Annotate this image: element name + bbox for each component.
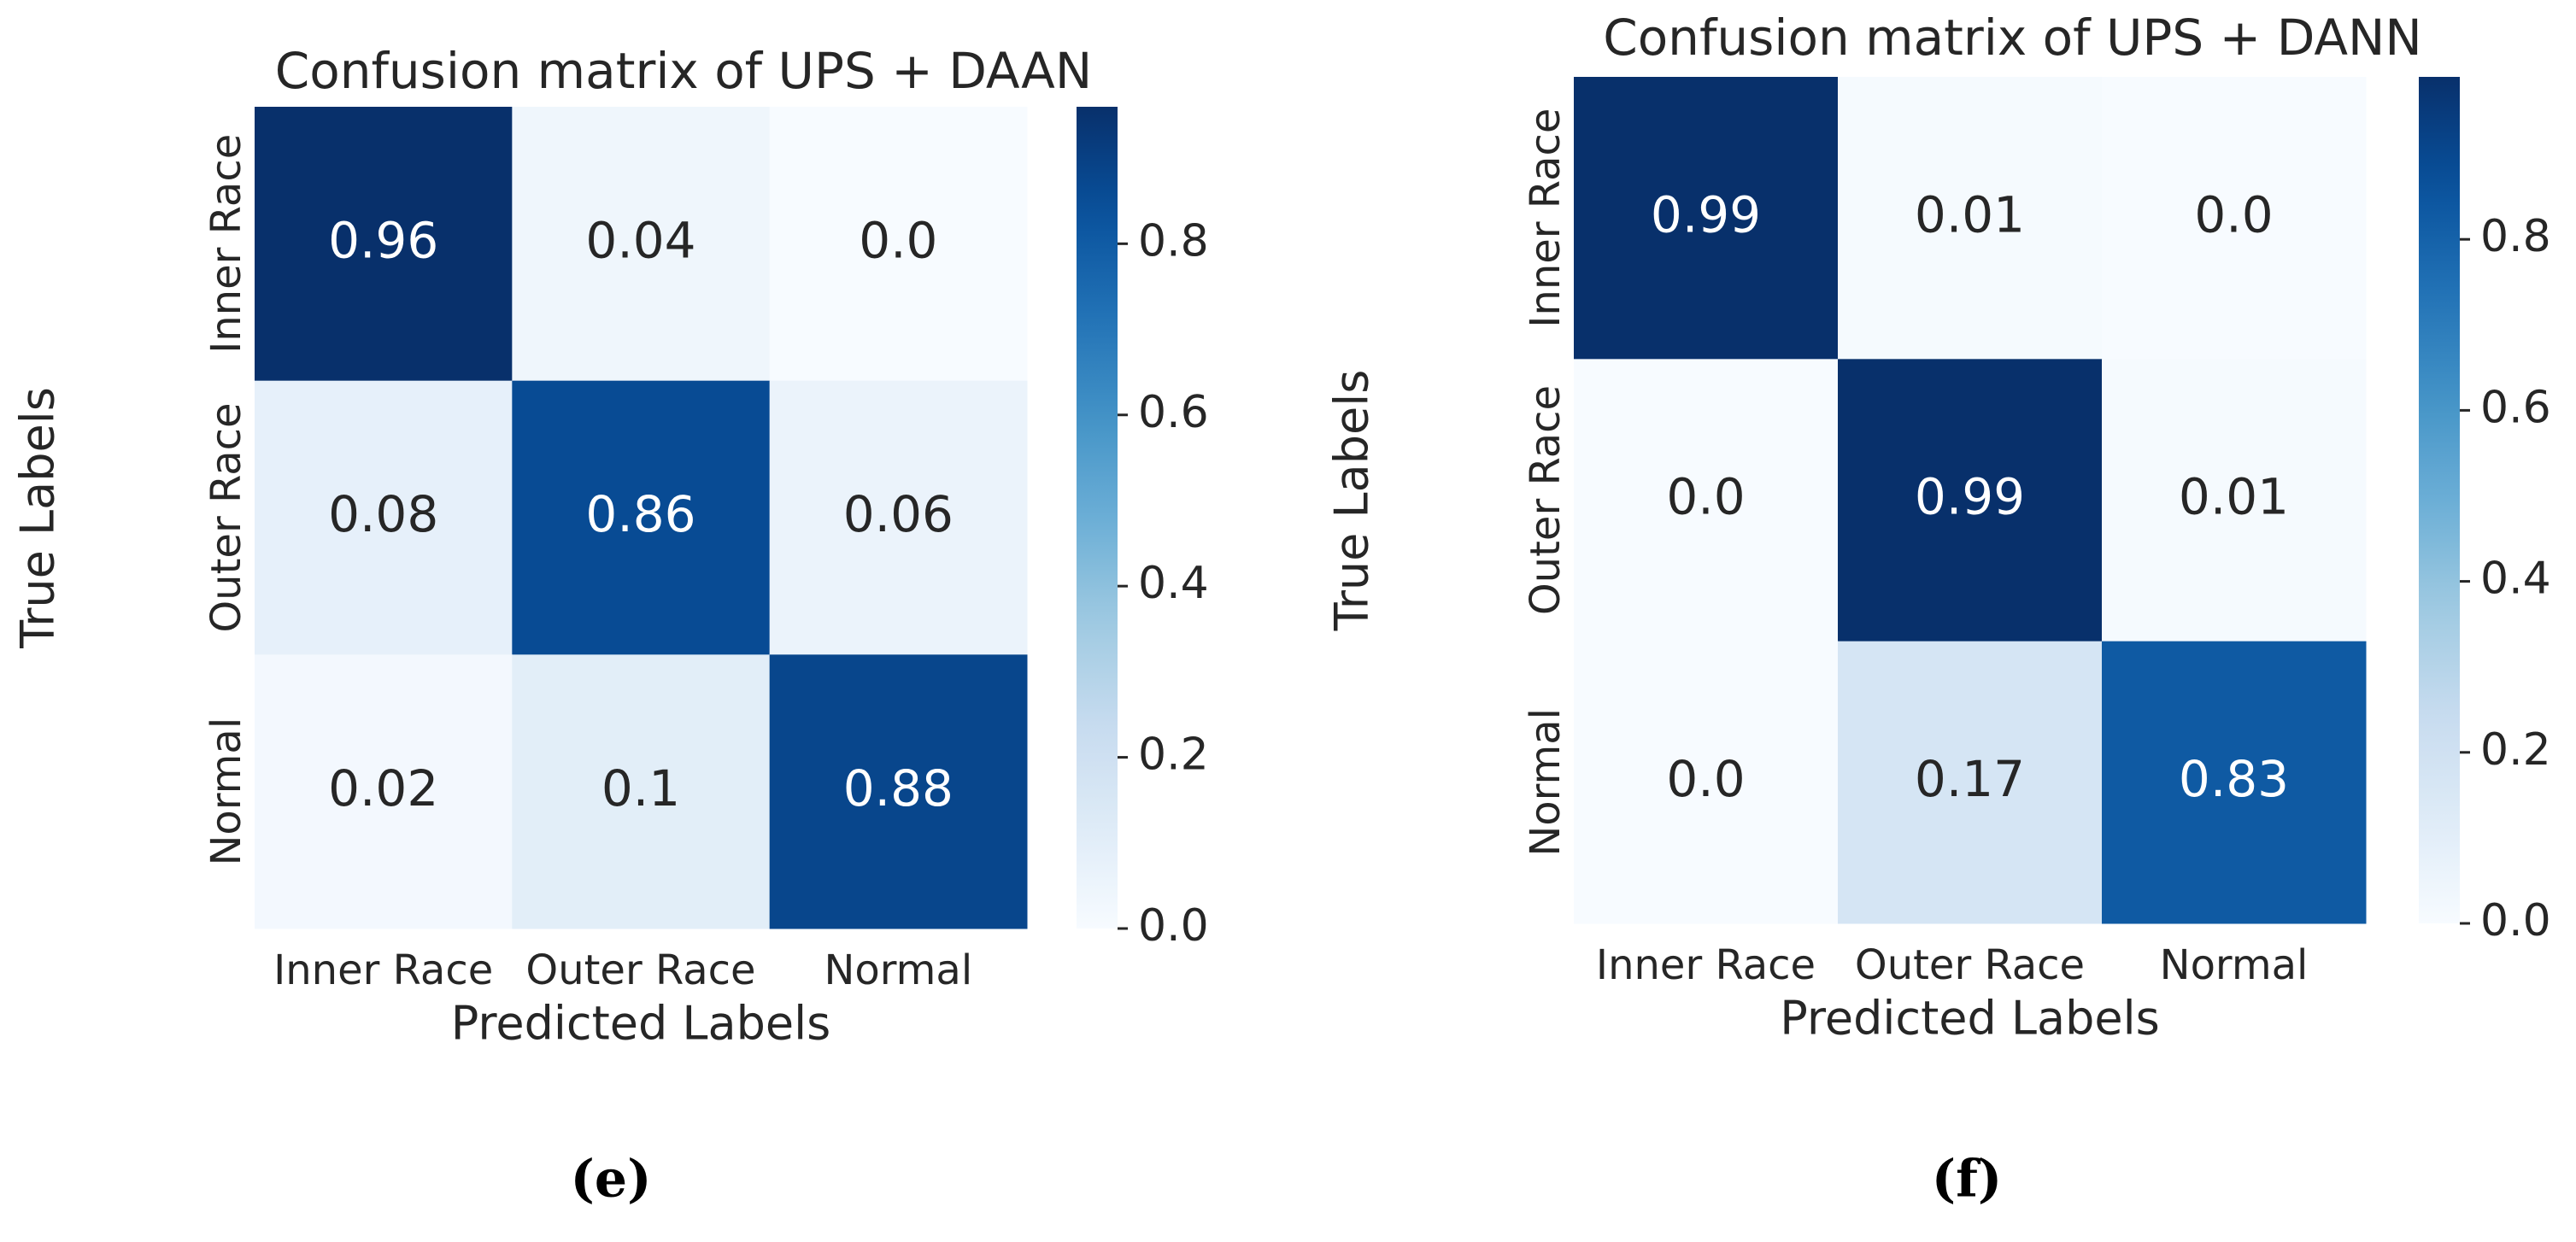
colorbar-tick-label: 0.0 — [2480, 895, 2551, 946]
colorbar-tick-label: 0.4 — [2480, 554, 2551, 605]
heatmap-cell — [769, 380, 1028, 655]
heatmap-cell — [2102, 77, 2367, 360]
x-tick-label: Outer Race — [525, 946, 755, 994]
y-tick-label: Outer Race — [202, 402, 250, 632]
caption: (e) — [571, 1150, 652, 1210]
heatmap-cell — [1838, 641, 2103, 924]
cell-label: 0.02 — [328, 759, 438, 817]
cell-label: 0.0 — [859, 211, 937, 269]
heatmap-cell — [1574, 359, 1839, 642]
cell-label: 0.06 — [843, 485, 954, 543]
heatmap-cell — [255, 654, 513, 929]
cell-label: 0.99 — [1915, 468, 2025, 526]
y-tick-label: Normal — [1522, 708, 1570, 857]
heatmap-cell — [255, 380, 513, 655]
x-tick-label: Inner Race — [273, 946, 493, 994]
colorbar — [2419, 77, 2460, 923]
heatmap-cell — [1574, 641, 1839, 924]
x-tick-label: Normal — [824, 946, 972, 994]
colorbar-tick-label: 0.2 — [1138, 729, 1209, 781]
y-tick-label: Inner Race — [1522, 108, 1570, 328]
heatmap-cell — [769, 654, 1028, 929]
x-tick-label: Normal — [2160, 941, 2309, 989]
chart-title: Confusion matrix of UPS + DAAN — [275, 42, 1093, 100]
y-tick-label: Outer Race — [1522, 385, 1570, 615]
heatmap-cell — [512, 654, 771, 929]
heatmap-cell — [255, 107, 513, 382]
cell-label: 0.0 — [1666, 468, 1745, 526]
heatmap-cell — [1574, 77, 1839, 360]
cell-label: 0.0 — [1666, 750, 1745, 808]
y-axis-label: True Labels — [11, 387, 65, 649]
cell-label: 0.01 — [1915, 185, 2025, 243]
cell-label: 0.96 — [328, 211, 438, 269]
heatmap-cell — [769, 107, 1028, 382]
x-tick-label: Outer Race — [1855, 941, 2085, 989]
caption: (f) — [1932, 1150, 2003, 1210]
y-tick-label: Normal — [202, 718, 250, 866]
heatmap-cell — [512, 107, 771, 382]
colorbar-tick-label: 0.0 — [1138, 900, 1209, 952]
colorbar-tick-label: 0.6 — [2480, 382, 2551, 433]
x-axis-label: Predicted Labels — [451, 997, 830, 1051]
cell-label: 0.83 — [2179, 750, 2289, 808]
cell-label: 0.17 — [1915, 750, 2025, 808]
cell-label: 0.88 — [843, 759, 954, 817]
colorbar-tick-label: 0.8 — [1138, 215, 1209, 267]
cell-label: 0.99 — [1651, 185, 1761, 243]
cell-label: 0.86 — [585, 485, 695, 543]
heatmap-cell — [1838, 359, 2103, 642]
chart-title: Confusion matrix of UPS + DANN — [1603, 9, 2422, 67]
y-tick-label: Inner Race — [202, 134, 250, 354]
cell-label: 0.1 — [601, 759, 680, 817]
y-axis-label: True Labels — [1325, 370, 1379, 632]
colorbar — [1077, 107, 1118, 929]
cell-label: 0.04 — [585, 211, 695, 269]
heatmap-cell — [2102, 359, 2367, 642]
colorbar-tick-label: 0.2 — [2480, 724, 2551, 776]
heatmap-cell — [2102, 641, 2367, 924]
colorbar-tick-label: 0.6 — [1138, 387, 1209, 438]
heatmap-cell — [1838, 77, 2103, 360]
heatmap-cell — [512, 380, 771, 655]
cell-label: 0.01 — [2179, 468, 2289, 526]
x-tick-label: Inner Race — [1596, 941, 1816, 989]
colorbar-tick-label: 0.8 — [2480, 211, 2551, 262]
cell-label: 0.0 — [2194, 185, 2273, 243]
x-axis-label: Predicted Labels — [1780, 992, 2159, 1046]
colorbar-tick-label: 0.4 — [1138, 558, 1209, 609]
cell-label: 0.08 — [328, 485, 438, 543]
